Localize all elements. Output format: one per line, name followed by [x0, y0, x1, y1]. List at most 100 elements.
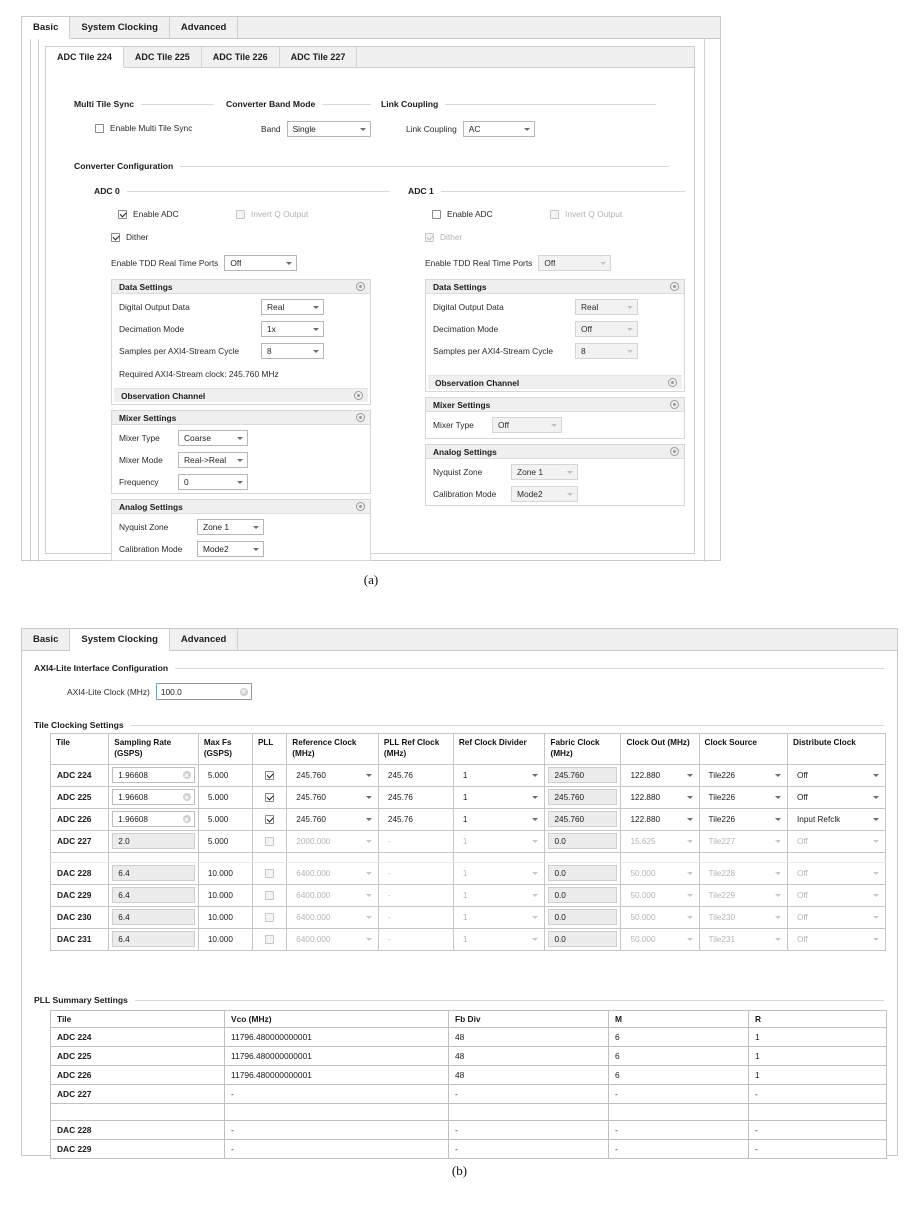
- gear-icon[interactable]: [356, 413, 365, 422]
- adc1-digital-output-data-select[interactable]: Real: [575, 299, 638, 315]
- cell-clock-source[interactable]: Tile226: [698, 763, 789, 787]
- gear-icon[interactable]: [668, 378, 677, 387]
- adc1-observation-channel[interactable]: Observation Channel: [428, 375, 682, 389]
- tab-advanced[interactable]: Advanced: [169, 17, 239, 38]
- cell-fabric-clock[interactable]: 0.0: [544, 861, 622, 885]
- cell-clock-source[interactable]: Tile229: [698, 883, 789, 907]
- cell-pll[interactable]: [251, 905, 288, 929]
- cell-distribute-clock[interactable]: Off: [787, 763, 886, 787]
- cell-pll[interactable]: [251, 785, 288, 809]
- tab-adc-tile-226[interactable]: ADC Tile 226: [202, 47, 280, 67]
- gear-icon[interactable]: [356, 502, 365, 511]
- cell-ref-clock-divider[interactable]: 1: [452, 763, 546, 787]
- gear-icon[interactable]: [670, 282, 679, 291]
- band-select[interactable]: Single: [286, 121, 371, 137]
- adc0-mixer-settings-header[interactable]: Mixer Settings: [112, 411, 370, 425]
- adc0-frequency-select[interactable]: 0: [178, 474, 248, 490]
- cell-distribute-clock[interactable]: Off: [787, 883, 886, 907]
- adc1-analog-settings-header[interactable]: Analog Settings: [426, 445, 684, 459]
- pll-checkbox[interactable]: [265, 890, 275, 900]
- adc1-tdd-select[interactable]: Off: [538, 255, 612, 271]
- cell-pll[interactable]: [251, 829, 288, 853]
- link-coupling-select[interactable]: AC: [462, 121, 535, 137]
- adc1-data-settings-header[interactable]: Data Settings: [426, 280, 684, 294]
- cell-sampling-rate[interactable]: 1.96608: [108, 763, 199, 787]
- tab-system-clocking[interactable]: System Clocking: [70, 17, 170, 38]
- adc0-enable-adc-checkbox[interactable]: [118, 209, 127, 219]
- cell-sampling-rate[interactable]: 6.4: [108, 861, 199, 885]
- cell-clock-out[interactable]: 50.000: [620, 883, 700, 907]
- adc0-calibration-mode-select[interactable]: Mode2: [197, 541, 264, 557]
- adc0-data-settings-header[interactable]: Data Settings: [112, 280, 370, 294]
- cell-clock-source[interactable]: Tile231: [698, 927, 789, 951]
- enable-multi-tile-sync-checkbox[interactable]: [95, 123, 104, 133]
- cell-sampling-rate[interactable]: 1.96608: [108, 785, 199, 809]
- pll-checkbox[interactable]: [265, 792, 275, 802]
- pll-checkbox[interactable]: [265, 836, 275, 846]
- cell-ref-clock-divider[interactable]: 1: [452, 785, 546, 809]
- adc0-dither-checkbox[interactable]: [111, 232, 120, 242]
- cell-clock-out[interactable]: 50.000: [620, 861, 700, 885]
- adc0-enable-adc[interactable]: Enable ADC: [118, 209, 236, 219]
- cell-fabric-clock[interactable]: 245.760: [544, 785, 622, 809]
- cell-distribute-clock[interactable]: Off: [787, 785, 886, 809]
- cell-distribute-clock[interactable]: Off: [787, 905, 886, 929]
- inner-tabbar-adc-tiles[interactable]: ADC Tile 224 ADC Tile 225 ADC Tile 226 A…: [46, 47, 694, 68]
- cell-sampling-rate[interactable]: 6.4: [108, 883, 199, 907]
- cell-sampling-rate[interactable]: 6.4: [108, 905, 199, 929]
- cell-clock-out[interactable]: 50.000: [620, 905, 700, 929]
- cell-reference-clock[interactable]: 6400.000: [286, 861, 379, 885]
- cell-sampling-rate[interactable]: 6.4: [108, 927, 199, 951]
- outer-scroll-gutter[interactable]: [30, 39, 31, 562]
- cell-reference-clock[interactable]: 6400.000: [286, 927, 379, 951]
- inner-scroll-gutter[interactable]: [38, 39, 39, 562]
- cell-distribute-clock[interactable]: Input Refclk: [787, 807, 886, 831]
- adc0-digital-output-data-select[interactable]: Real: [261, 299, 324, 315]
- pll-checkbox[interactable]: [265, 770, 275, 780]
- clear-icon[interactable]: [182, 815, 191, 824]
- cell-distribute-clock[interactable]: Off: [787, 861, 886, 885]
- cell-fabric-clock[interactable]: 0.0: [544, 905, 622, 929]
- tab-system-clocking-b[interactable]: System Clocking: [70, 629, 170, 651]
- cell-pll[interactable]: [251, 861, 288, 885]
- adc0-invert-q-checkbox[interactable]: [236, 209, 245, 219]
- cell-clock-source[interactable]: Tile227: [698, 829, 789, 853]
- adc1-decimation-mode-select[interactable]: Off: [575, 321, 638, 337]
- gear-icon[interactable]: [670, 400, 679, 409]
- cell-fabric-clock[interactable]: 245.760: [544, 807, 622, 831]
- cell-ref-clock-divider[interactable]: 1: [452, 829, 546, 853]
- outer-tabbar-b[interactable]: Basic System Clocking Advanced: [22, 629, 897, 651]
- adc1-mixer-type-select[interactable]: Off: [492, 417, 562, 433]
- cell-distribute-clock[interactable]: Off: [787, 829, 886, 853]
- gear-icon[interactable]: [670, 447, 679, 456]
- gear-icon[interactable]: [356, 282, 365, 291]
- cell-ref-clock-divider[interactable]: 1: [452, 807, 546, 831]
- cell-pll[interactable]: [251, 927, 288, 951]
- cell-fabric-clock[interactable]: 0.0: [544, 927, 622, 951]
- cell-reference-clock[interactable]: 245.760: [286, 807, 379, 831]
- adc1-dither-checkbox[interactable]: [425, 232, 434, 242]
- adc0-observation-channel[interactable]: Observation Channel: [114, 388, 368, 402]
- tab-basic-b[interactable]: Basic: [22, 629, 71, 650]
- adc1-mixer-settings-header[interactable]: Mixer Settings: [426, 398, 684, 412]
- cell-clock-out[interactable]: 122.880: [620, 785, 700, 809]
- cell-sampling-rate[interactable]: 1.96608: [108, 807, 199, 831]
- adc1-samples-select[interactable]: 8: [575, 343, 638, 359]
- cell-distribute-clock[interactable]: Off: [787, 927, 886, 951]
- cell-ref-clock-divider[interactable]: 1: [452, 883, 546, 907]
- tab-advanced-b[interactable]: Advanced: [169, 629, 239, 650]
- adc1-dither[interactable]: Dither: [425, 232, 685, 242]
- cell-clock-source[interactable]: Tile226: [698, 785, 789, 809]
- pll-checkbox[interactable]: [265, 814, 275, 824]
- adc0-invert-q[interactable]: Invert Q Output: [236, 209, 308, 219]
- tab-adc-tile-225[interactable]: ADC Tile 225: [124, 47, 202, 67]
- adc0-tdd-select[interactable]: Off: [224, 255, 298, 271]
- clear-icon[interactable]: [182, 771, 191, 780]
- pll-checkbox[interactable]: [265, 868, 275, 878]
- cell-pll[interactable]: [251, 883, 288, 907]
- enable-multi-tile-sync-row[interactable]: Enable Multi Tile Sync: [95, 123, 214, 133]
- cell-ref-clock-divider[interactable]: 1: [452, 861, 546, 885]
- adc0-mixer-type-select[interactable]: Coarse: [178, 430, 248, 446]
- cell-ref-clock-divider[interactable]: 1: [452, 927, 546, 951]
- adc1-nyquist-zone-select[interactable]: Zone 1: [511, 464, 578, 480]
